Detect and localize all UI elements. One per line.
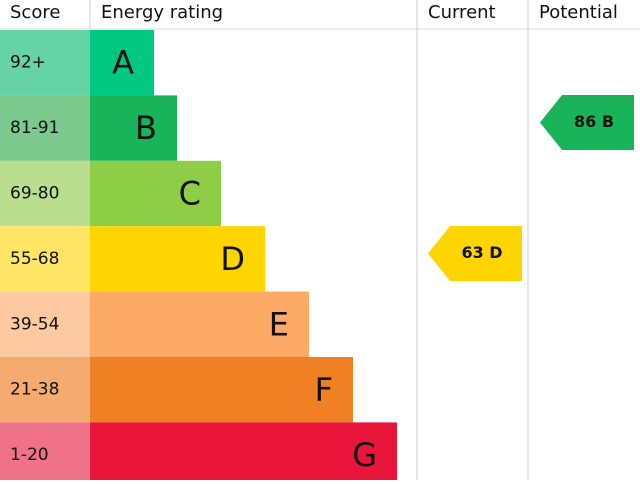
score-cell [0, 30, 90, 96]
score-cell [0, 226, 90, 292]
potential-arrow [540, 95, 634, 150]
rating-bar [90, 357, 353, 423]
header-potential: Potential [539, 2, 618, 23]
header-score: Score [10, 2, 60, 23]
score-label: 92+ [10, 53, 46, 73]
score-label: 1-20 [10, 445, 49, 465]
header-current: Current [428, 2, 496, 23]
rating-letter: G [352, 436, 377, 474]
score-cell [0, 95, 90, 161]
score-label: 21-38 [10, 380, 59, 400]
current-arrow [428, 226, 522, 281]
score-cell [0, 357, 90, 423]
header-rating: Energy rating [101, 2, 223, 23]
score-cell [0, 160, 90, 227]
current-rating: 63 D [461, 243, 502, 262]
rating-letter: A [112, 44, 134, 82]
rating-bar [90, 30, 154, 96]
rating-bar [90, 160, 221, 227]
score-cell [0, 422, 90, 484]
rating-letter: F [315, 371, 333, 409]
score-label: 55-68 [10, 249, 59, 269]
rating-letter: E [269, 305, 289, 343]
potential-rating: 86 B [574, 112, 614, 131]
score-cell [0, 291, 90, 357]
rating-bar [90, 95, 177, 161]
score-label: 69-80 [10, 184, 59, 204]
rating-bar [90, 422, 397, 484]
score-label: 81-91 [10, 118, 59, 138]
score-label: 39-54 [10, 314, 59, 334]
rating-letter: C [179, 175, 201, 213]
rating-bar [90, 226, 265, 292]
rating-letter: B [135, 109, 157, 147]
rating-bar [90, 291, 309, 357]
rating-letter: D [220, 240, 245, 278]
